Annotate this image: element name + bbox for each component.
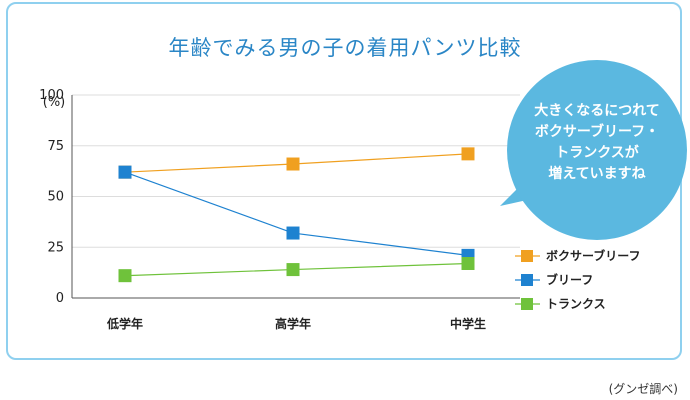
data-point (286, 226, 300, 240)
data-point (461, 256, 475, 270)
y-tick-label: 50 (47, 190, 64, 205)
data-point (461, 147, 475, 161)
x-axis-ticks: 低学年 高学年 中学生 (106, 316, 486, 331)
y-axis-unit: (%) (43, 95, 66, 110)
legend-label: トランクス (546, 297, 606, 311)
bubble-body (507, 60, 687, 240)
y-tick-label: 75 (47, 139, 64, 154)
x-tick-label: 中学生 (450, 316, 486, 331)
legend-marker (521, 274, 533, 286)
bubble-text-line: 大きくなるにつれて (534, 102, 660, 119)
legend-label: ボクサーブリーフ (546, 248, 641, 263)
legend-marker (521, 298, 533, 310)
x-tick-label: 高学年 (275, 316, 311, 331)
bubble-text-line: ボクサーブリーフ・ (535, 123, 659, 140)
legend-label: ブリーフ (546, 272, 593, 287)
data-point (118, 165, 132, 179)
grid-lines (71, 94, 520, 299)
bubble-text-line: 増えていますね (548, 165, 645, 182)
series-line (124, 171, 469, 256)
chart-title: 年齢でみる男の子の着用パンツ比較 (168, 36, 522, 60)
y-tick-label: 100 (39, 88, 64, 103)
y-tick-label: 0 (56, 291, 64, 306)
data-point (118, 269, 132, 283)
x-tick-label: 低学年 (106, 316, 143, 331)
bubble-text-line: トランクスが (555, 144, 640, 161)
y-tick-label: 25 (47, 240, 64, 255)
data-point (286, 263, 300, 277)
data-point (286, 157, 300, 171)
source-note: (グンゼ調べ) (608, 382, 678, 396)
legend-marker (521, 250, 533, 262)
series (118, 147, 475, 283)
y-axis-ticks: 0 25 50 75 100 (39, 88, 64, 306)
